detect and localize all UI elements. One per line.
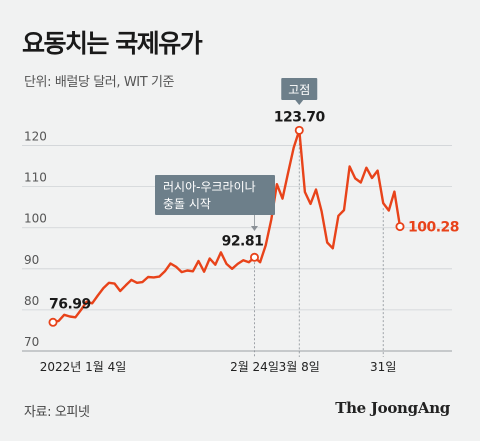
y-tick-label-110: 110 bbox=[24, 171, 47, 185]
data-label: 100.28 bbox=[408, 220, 459, 236]
point-marker bbox=[48, 317, 58, 327]
data-label: 76.99 bbox=[49, 296, 91, 312]
y-tick-label-80: 80 bbox=[24, 294, 39, 308]
series-line-layer bbox=[48, 125, 405, 327]
y-tick-label-120: 120 bbox=[24, 130, 47, 144]
war-annotation-pointer bbox=[250, 226, 258, 231]
y-axis-ticks: 70 80 90 100 110 120 bbox=[24, 130, 47, 349]
x-tick-label: 2022년 1월 4일 bbox=[40, 360, 127, 374]
point-marker bbox=[249, 252, 259, 262]
point-marker bbox=[395, 222, 405, 232]
peak-annotation-text: 고점 bbox=[288, 83, 310, 97]
x-tick-label: 2월 24일 bbox=[230, 360, 279, 374]
chart-title: 요동치는 국제유가 bbox=[22, 29, 203, 58]
data-label: 92.81 bbox=[222, 233, 264, 249]
peak-annotation-pointer bbox=[295, 100, 304, 105]
reference-lines bbox=[254, 135, 384, 357]
war-annotation-box bbox=[155, 175, 275, 215]
data-label: 123.70 bbox=[274, 109, 326, 125]
brand-logo: The JoongAng bbox=[335, 399, 450, 417]
source-note: 자료: 오피넷 bbox=[24, 405, 90, 420]
war-annotation-line-2: 충돌 시작 bbox=[163, 197, 211, 211]
point-marker bbox=[294, 125, 304, 135]
data-labels: 76.99 92.81 123.70 100.28 bbox=[49, 109, 460, 312]
y-tick-label-90: 90 bbox=[24, 253, 39, 267]
x-tick-label: 3월 8일 bbox=[279, 360, 320, 374]
x-tick-label: 31일 bbox=[370, 360, 396, 374]
price-line bbox=[51, 129, 402, 324]
peak-annotation-box bbox=[281, 78, 318, 100]
y-tick-label-70: 70 bbox=[24, 335, 39, 349]
x-axis-ticks: 2022년 1월 4일 2월 24일 3월 8일 31일 bbox=[40, 360, 397, 374]
war-annotation-line-1: 러시아-우크라이나 bbox=[163, 180, 256, 194]
y-tick-label-100: 100 bbox=[24, 212, 47, 226]
chart-subtitle: 단위: 배럴당 달러, WIT 기준 bbox=[24, 75, 175, 90]
